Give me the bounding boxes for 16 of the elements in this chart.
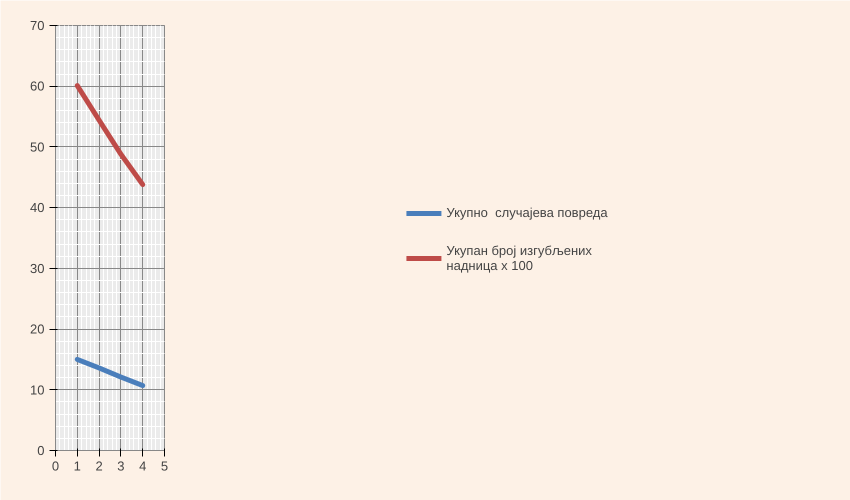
x-tick-label: 4 bbox=[139, 458, 146, 474]
y-tick-label: 50 bbox=[30, 139, 45, 154]
x-tick-label: 0 bbox=[52, 458, 60, 474]
y-tick-label: 0 bbox=[37, 443, 45, 458]
x-tick-label: 3 bbox=[117, 458, 125, 474]
x-tick-label: 1 bbox=[74, 458, 81, 474]
x-tick-label: 2 bbox=[95, 458, 103, 474]
y-tick-label: 70 bbox=[30, 18, 45, 33]
y-tick-label: 10 bbox=[30, 382, 45, 398]
legend-label: Укупно случајева повреда bbox=[446, 205, 608, 220]
y-tick-label: 60 bbox=[30, 78, 45, 94]
y-tick-label: 30 bbox=[30, 260, 45, 276]
y-tick-label: 40 bbox=[30, 200, 45, 216]
x-tick-label: 5 bbox=[160, 458, 168, 474]
legend-label: Укупан број изгубљених надница х 100 bbox=[446, 242, 592, 272]
y-tick-label: 20 bbox=[30, 322, 45, 337]
